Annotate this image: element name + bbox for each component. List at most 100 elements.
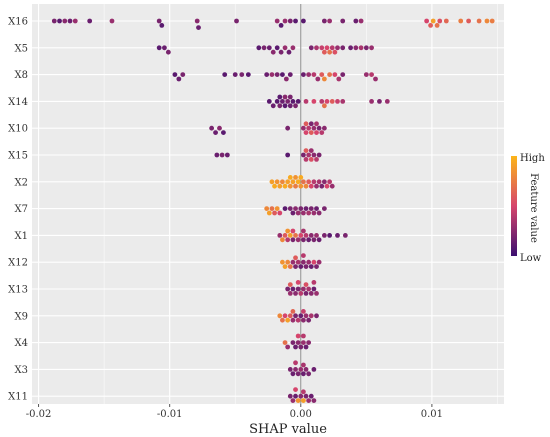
- data-point: [234, 18, 239, 24]
- data-point: [308, 130, 314, 136]
- data-point: [298, 291, 304, 296]
- data-point: [214, 152, 220, 158]
- data-point: [285, 152, 291, 158]
- data-point: [87, 18, 93, 24]
- data-point: [308, 206, 314, 212]
- data-point: [384, 99, 390, 104]
- data-point: [221, 130, 226, 136]
- data-point: [336, 76, 342, 82]
- data-point: [293, 387, 298, 392]
- data-point: [51, 18, 57, 24]
- data-point: [314, 206, 319, 212]
- data-point: [295, 398, 301, 403]
- data-point: [369, 99, 374, 104]
- data-point: [293, 344, 298, 350]
- data-point: [72, 18, 78, 24]
- data-point: [308, 393, 314, 399]
- data-point: [162, 45, 167, 51]
- data-point: [180, 72, 186, 77]
- data-point: [290, 286, 296, 292]
- data-point: [293, 206, 298, 212]
- data-point: [308, 121, 314, 127]
- data-point: [277, 94, 283, 100]
- data-point: [321, 49, 327, 55]
- data-point: [277, 210, 283, 216]
- data-point: [295, 210, 301, 216]
- data-point: [340, 45, 346, 51]
- data-point: [209, 125, 215, 131]
- y-tick-label: X16: [8, 17, 28, 28]
- data-point: [301, 125, 306, 131]
- data-point: [298, 175, 304, 180]
- data-point: [321, 103, 327, 109]
- data-point: [278, 23, 284, 28]
- data-point: [340, 72, 346, 77]
- data-point: [308, 264, 314, 269]
- data-point: [280, 317, 285, 323]
- y-tick-label: X10: [8, 124, 28, 135]
- data-point: [311, 72, 317, 77]
- data-point: [306, 72, 312, 77]
- data-point: [311, 210, 317, 216]
- data-point: [298, 344, 304, 350]
- data-point: [324, 99, 330, 104]
- data-point: [303, 233, 309, 238]
- data-point: [303, 367, 309, 372]
- data-point: [295, 340, 301, 345]
- data-point: [293, 367, 298, 372]
- data-point: [282, 103, 288, 109]
- data-point: [293, 393, 298, 399]
- data-point: [314, 45, 319, 51]
- data-point: [290, 179, 296, 185]
- gridlines: [32, 4, 504, 404]
- data-point: [293, 18, 298, 24]
- data-point: [285, 317, 291, 323]
- color-legend-bar: [511, 156, 517, 256]
- data-point: [156, 18, 162, 24]
- data-point: [308, 291, 314, 296]
- data-point: [285, 125, 291, 131]
- data-point: [287, 282, 293, 287]
- data-point: [301, 286, 306, 292]
- data-point: [335, 45, 340, 51]
- data-point: [256, 45, 262, 51]
- data-point: [301, 333, 306, 339]
- data-point: [437, 18, 443, 24]
- data-point: [194, 18, 200, 24]
- data-point: [303, 121, 309, 127]
- data-point: [311, 286, 317, 292]
- data-point: [172, 72, 178, 77]
- data-point: [277, 103, 283, 109]
- data-point: [196, 25, 201, 30]
- data-point: [428, 23, 433, 28]
- data-point: [293, 255, 298, 261]
- data-point: [285, 99, 291, 104]
- y-tick-label: X13: [8, 285, 28, 296]
- data-point: [264, 72, 270, 77]
- data-point: [295, 237, 301, 243]
- data-point: [266, 210, 272, 216]
- data-point: [165, 49, 171, 55]
- data-point: [301, 340, 306, 345]
- data-point: [270, 49, 276, 55]
- data-point: [316, 152, 322, 158]
- data-point: [301, 317, 306, 323]
- data-point: [466, 18, 471, 24]
- data-point: [301, 152, 306, 158]
- data-point: [286, 49, 292, 55]
- data-point: [290, 210, 296, 216]
- data-point: [321, 206, 327, 212]
- data-point: [280, 179, 285, 185]
- data-point: [239, 72, 245, 77]
- data-point: [340, 99, 346, 104]
- data-point: [301, 389, 306, 395]
- y-tick-label: X3: [15, 365, 28, 376]
- data-point: [301, 228, 306, 234]
- data-point: [308, 157, 314, 162]
- data-point: [290, 259, 296, 265]
- data-point: [278, 49, 284, 55]
- data-point: [269, 179, 275, 185]
- data-point: [274, 206, 280, 212]
- data-point: [232, 72, 238, 77]
